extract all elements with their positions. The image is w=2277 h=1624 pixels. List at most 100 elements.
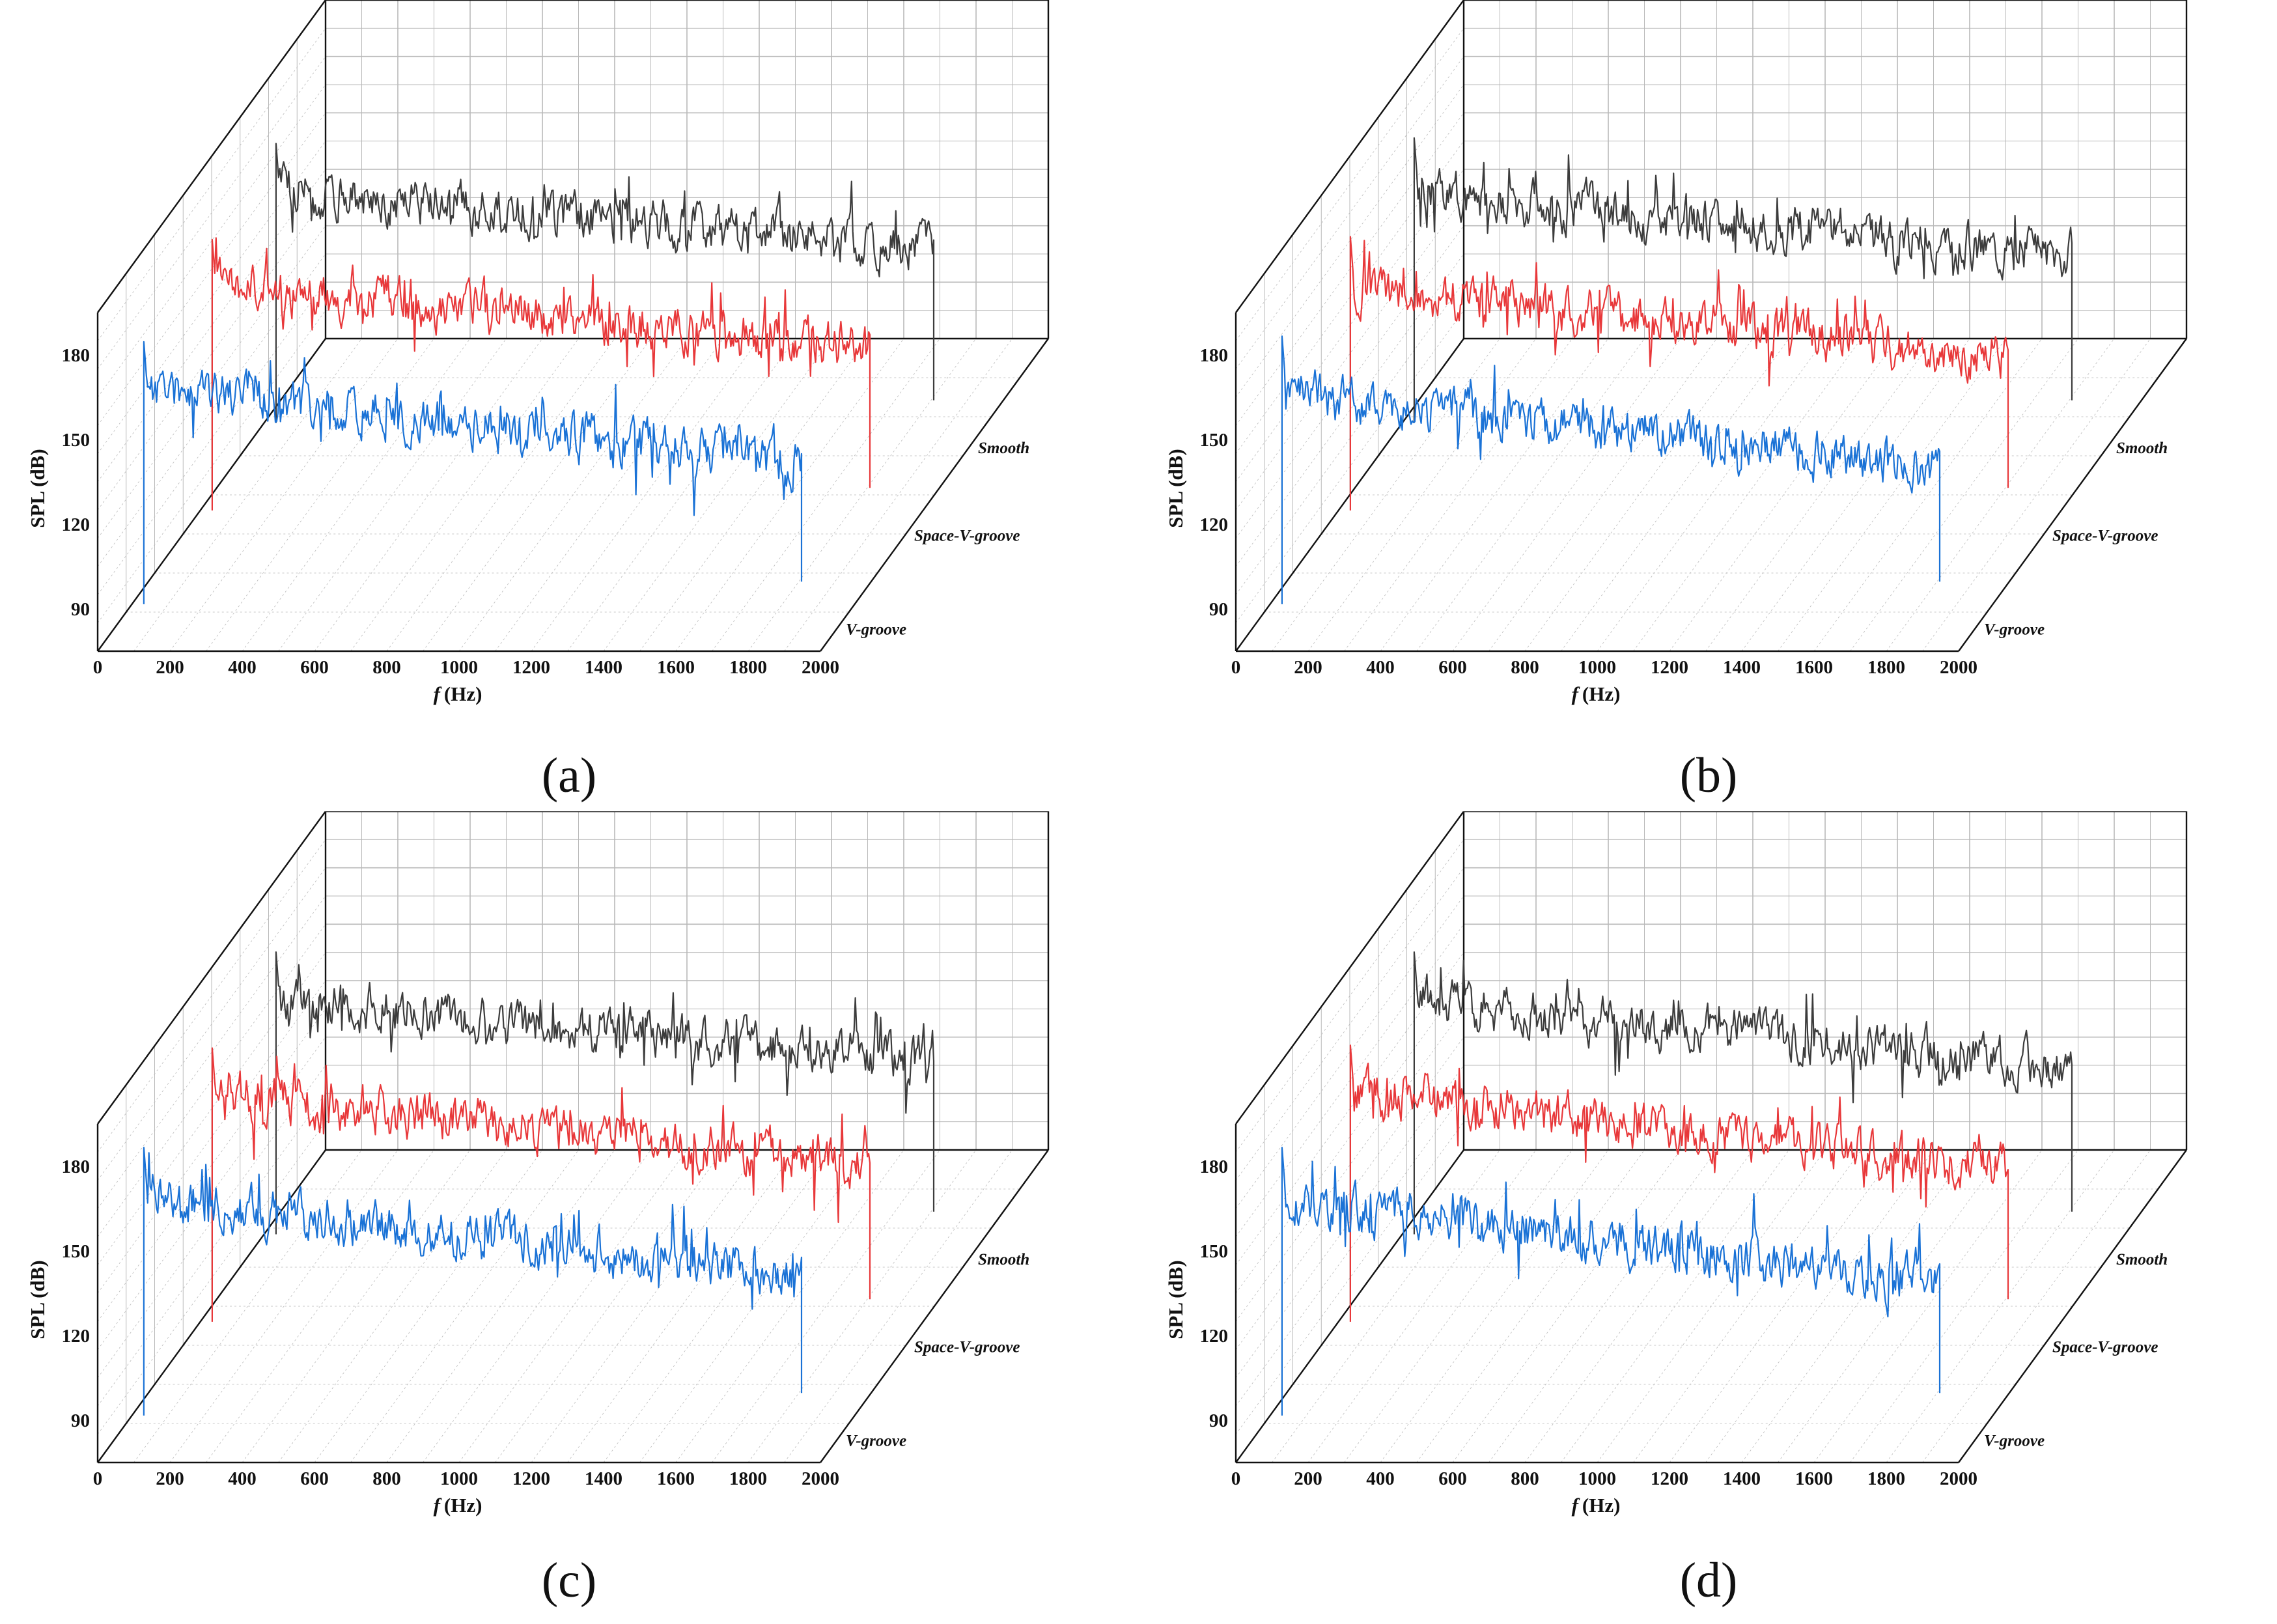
floor-gridline — [1633, 1149, 1862, 1463]
floor-gridline — [1524, 338, 1753, 652]
floor-gridline — [1597, 338, 1826, 652]
x-axis-symbol: f — [434, 682, 442, 705]
x-axis-label: f (Hz) — [434, 682, 482, 705]
x-tick-label: 600 — [300, 1468, 329, 1489]
series-label-smooth: Smooth — [2116, 440, 2168, 457]
side-gridline — [97, 924, 326, 1237]
series-label-space-v-groove: Space-V-groove — [914, 1339, 1020, 1356]
floor-gridline — [242, 338, 471, 652]
side-gridline — [1235, 84, 1464, 398]
series-line-smooth — [1413, 137, 2073, 423]
floor-gridline — [1307, 1149, 1537, 1463]
series-line-v-groove — [1281, 1147, 1941, 1416]
x-tick-label: 0 — [93, 1468, 103, 1489]
x-tick-label: 0 — [93, 657, 103, 678]
frame-edge — [97, 811, 326, 1125]
x-tick-label: 1400 — [1723, 657, 1761, 678]
floor-gridline — [1561, 338, 1789, 652]
frame-edge — [820, 1149, 1049, 1463]
floor-gridline — [1597, 1149, 1826, 1463]
series-label-smooth: Smooth — [2116, 1251, 2168, 1268]
series-line-smooth — [275, 143, 935, 423]
floor-gridline — [242, 1149, 471, 1463]
series-line-space-v-groove — [1349, 236, 2009, 511]
floor-gridline — [1633, 338, 1862, 652]
floor-gridline — [1850, 338, 2078, 652]
floor-gridline — [1705, 1149, 1934, 1463]
x-tick-label: 1200 — [512, 657, 550, 678]
y-tick-label: 150 — [1200, 1241, 1229, 1262]
x-tick-label: 200 — [156, 1468, 184, 1489]
x-tick-label: 400 — [228, 1468, 257, 1489]
side-gridline — [1235, 1009, 1464, 1322]
floor-gridline — [603, 1149, 832, 1463]
floor-gridline — [1705, 338, 1934, 652]
x-tick-label: 1600 — [657, 1468, 695, 1489]
floor-gridline — [784, 1149, 1013, 1463]
x-tick-label: 1600 — [1795, 657, 1833, 678]
x-tick-label: 1800 — [1867, 1468, 1905, 1489]
side-gridline — [97, 1065, 326, 1379]
side-gridline — [97, 141, 326, 454]
x-tick-label: 1000 — [1578, 657, 1616, 678]
floor-gridline — [169, 338, 398, 652]
floor-gridline — [1778, 1149, 2006, 1463]
floor-gridline — [458, 338, 688, 652]
floor-gridline — [1488, 1149, 1717, 1463]
x-tick-label: 1000 — [440, 1468, 478, 1489]
side-gridline — [1235, 952, 1464, 1265]
floor-gridline — [386, 1149, 615, 1463]
side-gridline — [97, 952, 326, 1265]
y-axis-label: SPL (dB) — [1164, 1260, 1187, 1339]
floor-gridline — [1307, 338, 1537, 652]
floor-gridline — [1669, 338, 1898, 652]
floor-gridline — [495, 338, 723, 652]
series-line-v-groove — [143, 1147, 803, 1416]
floor-gridline — [423, 1149, 651, 1463]
side-gridline — [1235, 310, 1464, 623]
y-tick-label: 180 — [62, 345, 91, 366]
floor-gridline — [1886, 338, 2115, 652]
series-label-smooth: Smooth — [978, 1251, 1029, 1268]
floor-gridline — [1344, 1149, 1572, 1463]
back-wall-grid — [1463, 0, 2187, 339]
x-axis-symbol: f — [1572, 1494, 1580, 1517]
floor-gridline — [314, 1149, 543, 1463]
side-gridline — [97, 1093, 326, 1407]
side-gridline — [97, 839, 326, 1153]
side-gridline — [97, 84, 326, 398]
side-gridline — [1235, 253, 1464, 567]
side-gridline — [97, 1009, 326, 1322]
y-tick-label: 120 — [62, 1326, 91, 1347]
side-gridline — [1235, 282, 1464, 595]
x-axis-label: f (Hz) — [1572, 682, 1621, 705]
x-tick-label: 2000 — [802, 1468, 839, 1489]
series-line-space-v-groove — [1349, 1044, 2009, 1322]
chart-panel-a: V-groove Space-V-groove Smooth 0 200 400 600 80… — [0, 0, 1138, 811]
floor-gridline — [1380, 1149, 1609, 1463]
floor-gridline — [458, 1149, 688, 1463]
x-tick-label: 800 — [1511, 1468, 1539, 1489]
series-label-space-v-groove: Space-V-groove — [2052, 527, 2158, 545]
x-tick-label: 2000 — [1940, 657, 1977, 678]
floor-gridline — [1813, 338, 2043, 652]
x-axis-label: f (Hz) — [434, 1494, 482, 1517]
x-tick-label: 800 — [1511, 657, 1539, 678]
series-label-v-groove: V-groove — [1984, 621, 2045, 639]
x-tick-label: 1200 — [1651, 657, 1688, 678]
floor-gridline — [747, 1149, 977, 1463]
y-tick-label: 90 — [1209, 1410, 1228, 1431]
series-label-v-groove: V-groove — [846, 621, 906, 639]
floor-gridline — [1452, 338, 1681, 652]
floor-gridline — [495, 1149, 723, 1463]
frame-edge — [1958, 1149, 2187, 1463]
x-tick-label: 0 — [1231, 657, 1241, 678]
x-tick-label: 1000 — [440, 657, 478, 678]
x-tick-label: 2000 — [802, 657, 839, 678]
x-tick-label: 600 — [1438, 1468, 1467, 1489]
floor-gridline — [1452, 1149, 1681, 1463]
x-tick-label: 0 — [1231, 1468, 1241, 1489]
floor-gridline — [1813, 1149, 2043, 1463]
x-tick-label: 400 — [228, 657, 257, 678]
series-label-space-v-groove: Space-V-groove — [2052, 1339, 2158, 1356]
